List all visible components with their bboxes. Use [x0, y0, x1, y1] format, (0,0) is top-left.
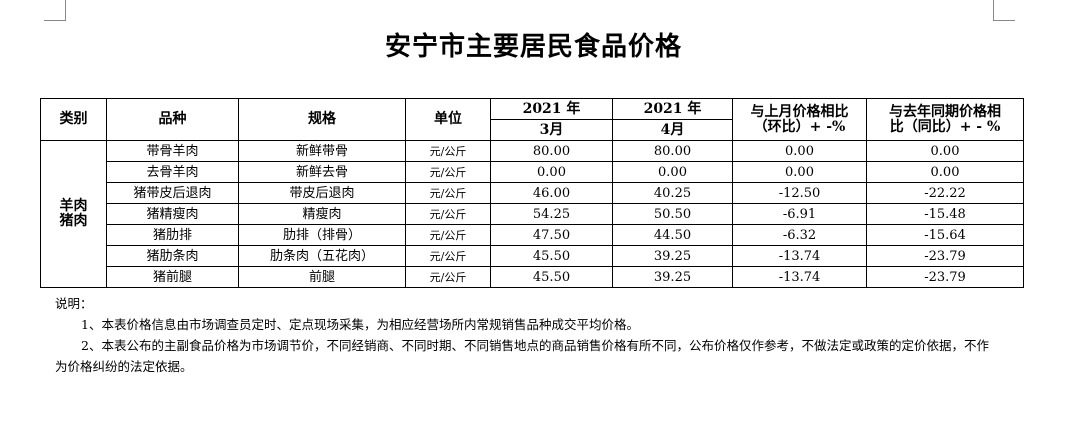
- table-cell: 带骨羊肉: [106, 140, 239, 162]
- table-cell: 元/公斤: [405, 245, 491, 267]
- table-cell: 47.50: [490, 224, 613, 246]
- table-cell: 元/公斤: [405, 224, 491, 246]
- table-cell: -23.79: [866, 266, 1024, 288]
- table-cell: -13.74: [732, 245, 867, 267]
- data-row: 猪肋条肉 肋条肉（五花肉） 元/公斤 45.50 39.25 -13.74 -23.79: [41, 245, 1024, 267]
- data-row: 猪带皮后退肉 带皮后退肉 元/公斤 46.00 40.25 -12.50 -22.22: [41, 182, 1024, 204]
- header-row: 类别 品种 规格 单位 2021 年 2021 年与上月价格相比 （环比）+ -% 与去年同期…: [40, 98, 1024, 141]
- table-cell: 元/公斤: [405, 182, 491, 204]
- table-cell: 40.25: [612, 182, 733, 204]
- data-row: 去骨羊肉 新鲜去骨 元/公斤 0.00 0.00 0.00 0.00: [41, 161, 1024, 183]
- notes: 说明： 1、本表价格信息由市场调查员定时、定点现场采集，为相应经营场所内常规销售…: [55, 293, 1000, 377]
- table-cell: 45.50: [490, 245, 613, 267]
- table-cell: 元/公斤: [405, 203, 491, 225]
- table-cell: 44.50: [612, 224, 733, 246]
- table-cell: -15.48: [866, 203, 1024, 225]
- data-row: 羊肉 猪肉 带骨羊肉 新鲜带骨 元/公斤 80.00 80.00 0.00 0.00: [40, 140, 1024, 288]
- header-cell: 2021 年: [490, 98, 613, 120]
- table-cell: 肋条肉（五花肉）: [238, 245, 406, 267]
- header-cell: 3月: [490, 119, 613, 141]
- table-cell: 猪肋排: [106, 224, 239, 246]
- table-cell: -12.50: [732, 182, 867, 204]
- title: 安宁市主要居民食品价格: [384, 32, 682, 62]
- table-cell: 0.00: [732, 161, 867, 183]
- data-row: 猪精瘦肉 精瘦肉 元/公斤 54.25 50.50 -6.91 -15.48: [41, 203, 1024, 225]
- note-item: 1、本表价格信息由市场调查员定时、定点现场采集，为相应经营场所内常规销售品种成交…: [81, 317, 639, 332]
- table-cell: 0.00: [866, 140, 1024, 162]
- header-cell: 4月: [612, 119, 733, 141]
- table-cell: -22.22: [866, 182, 1024, 204]
- table-cell: 39.25: [612, 266, 733, 288]
- header-cell: 2021 年: [612, 98, 733, 120]
- table-cell: 80.00: [490, 140, 613, 162]
- table-cell: 元/公斤: [405, 161, 491, 183]
- table-cell: 0.00: [732, 140, 867, 162]
- table-cell: 0.00: [612, 161, 733, 183]
- table-cell: -13.74: [732, 266, 867, 288]
- table-cell: 元/公斤: [405, 266, 491, 288]
- table-cell: 新鲜带骨: [238, 140, 406, 162]
- table-cell: 猪前腿: [106, 266, 239, 288]
- header-cell: 类别: [40, 98, 107, 141]
- table-cell: 45.50: [490, 266, 613, 288]
- table-cell: 50.50: [612, 203, 733, 225]
- table-cell: 猪精瘦肉: [106, 203, 239, 225]
- note-item: 2、本表公布的主副食品价格为市场调节价，不同经销商、不同时期、不同销售地点的商品…: [55, 338, 989, 374]
- header-cell: 单位: [405, 98, 491, 141]
- notes-heading: 说明：: [55, 296, 93, 311]
- header-line: 与上月价格相比: [750, 103, 849, 120]
- table-cell: 前腿: [238, 266, 406, 288]
- table-cell: -15.64: [866, 224, 1024, 246]
- table-cell: 猪带皮后退肉: [106, 182, 239, 204]
- table-cell: 0.00: [490, 161, 613, 183]
- corner-mark: [65, 0, 66, 20]
- header-cell: 与去年同期价格相 比（同比）+ - %: [866, 98, 1024, 141]
- price-table: 类别 品种 规格 单位 2021 年 2021 年与上月价格相比 （环比）+ -% 与去年同期…: [40, 98, 1024, 288]
- table-cell: 54.25: [490, 203, 613, 225]
- group-cell: 羊肉 猪肉: [40, 140, 107, 288]
- data-row: 猪前腿 前腿 元/公斤 45.50 39.25 -13.74 -23.79: [41, 266, 1024, 288]
- header-cell: 与上月价格相比 （环比）+ -%: [732, 98, 867, 141]
- header-line: 比（同比）+ - %: [889, 118, 1001, 135]
- table-cell: -23.79: [866, 245, 1024, 267]
- header-line: （环比）+ -%: [753, 118, 846, 135]
- table-cell: 元/公斤: [405, 140, 491, 162]
- header-line: 与去年同期价格相: [889, 103, 1001, 120]
- group-line: 羊肉: [59, 198, 88, 214]
- table-cell: 肋排（排骨）: [238, 224, 406, 246]
- table-cell: 0.00: [866, 161, 1024, 183]
- corner-mark: [44, 20, 66, 21]
- table-cell: 80.00: [612, 140, 733, 162]
- table-cell: 新鲜去骨: [238, 161, 406, 183]
- table-cell: 去骨羊肉: [106, 161, 239, 183]
- group-line: 猪肉: [59, 213, 88, 229]
- header-cell: 品种: [106, 98, 239, 141]
- table-cell: 精瘦肉: [238, 203, 406, 225]
- table-cell: 39.25: [612, 245, 733, 267]
- table-cell: 带皮后退肉: [238, 182, 406, 204]
- table-cell: -6.32: [732, 224, 867, 246]
- corner-mark: [993, 0, 994, 20]
- table-cell: -6.91: [732, 203, 867, 225]
- corner-mark: [993, 20, 1015, 21]
- table-cell: 46.00: [490, 182, 613, 204]
- header-cell: 规格: [238, 98, 406, 141]
- data-row: 猪肋排 肋排（排骨） 元/公斤 47.50 44.50 -6.32 -15.64: [41, 224, 1024, 246]
- table-cell: 猪肋条肉: [106, 245, 239, 267]
